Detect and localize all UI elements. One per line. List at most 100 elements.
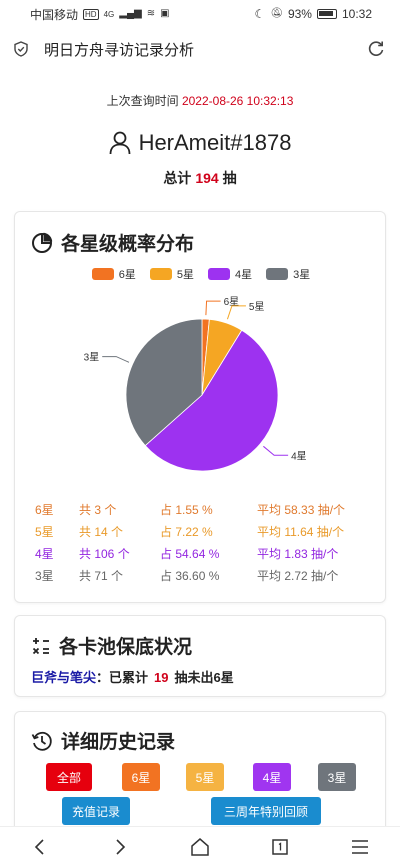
chart-legend: 6星 5星 4星 3星 bbox=[15, 266, 387, 282]
pie-chart-icon bbox=[32, 232, 53, 253]
pie-leader-6star bbox=[205, 300, 221, 316]
app-notification-icon: ▣ bbox=[160, 8, 170, 19]
filter-6star-button[interactable]: 6星 bbox=[122, 763, 160, 791]
history-title-text: 详细历史记录 bbox=[61, 732, 176, 753]
menu-button[interactable] bbox=[340, 827, 380, 866]
stat-count: 共 3 个 bbox=[79, 503, 117, 517]
shield-check-icon bbox=[14, 41, 28, 57]
legend-item-6star[interactable]: 6星 bbox=[91, 266, 136, 282]
legend-swatch bbox=[149, 268, 172, 280]
refresh-icon[interactable] bbox=[366, 39, 386, 59]
stat-row-6star: 6星 共 3 个 占 1.55 % 平均 58.33 抽/个 bbox=[15, 501, 387, 521]
history-icon bbox=[31, 731, 52, 751]
stat-average: 平均 1.83 抽/个 bbox=[257, 547, 339, 561]
anniversary-review-button[interactable]: 三周年特别回顾 bbox=[211, 797, 321, 825]
wifi-icon: ≋ bbox=[146, 8, 156, 19]
pie-leader-4star bbox=[263, 445, 289, 456]
carrier-name: 中国移动 bbox=[30, 7, 79, 22]
hd-badge: HD bbox=[83, 8, 99, 20]
pool-pity-count: 19 bbox=[154, 670, 169, 685]
filter-all-button[interactable]: 全部 bbox=[46, 763, 92, 791]
stat-percent: 占 54.64 % bbox=[160, 547, 220, 561]
stat-row-4star: 4星 共 106 个 占 54.64 % 平均 1.83 抽/个 bbox=[15, 545, 387, 565]
chevron-right-icon bbox=[116, 838, 126, 855]
pool-status-title-text: 各卡池保底状况 bbox=[59, 637, 193, 658]
app-header: 明日方舟寻访记录分析 bbox=[0, 30, 400, 68]
total-suffix: 抽 bbox=[222, 170, 237, 186]
legend-label: 6星 bbox=[118, 269, 136, 281]
legend-swatch bbox=[208, 268, 230, 280]
network-indicator: 4G bbox=[103, 9, 115, 19]
pie-label-6star: 6星 bbox=[224, 296, 240, 308]
pie-leader-3star bbox=[102, 356, 130, 363]
pie-label-4star: 4星 bbox=[291, 450, 307, 462]
bottom-navigation bbox=[0, 826, 400, 866]
pool-name: 巨斧与笔尖 bbox=[31, 670, 97, 685]
stat-average: 平均 2.72 抽/个 bbox=[257, 569, 339, 583]
forward-button[interactable] bbox=[100, 827, 140, 866]
stat-count: 共 106 个 bbox=[79, 547, 130, 561]
filter-4star-button[interactable]: 4星 bbox=[253, 763, 291, 791]
legend-swatch bbox=[266, 268, 289, 280]
clock: 10:32 bbox=[341, 7, 372, 21]
total-count: 194 bbox=[195, 170, 219, 186]
total-pulls: 总计 194 抽 bbox=[0, 168, 400, 188]
legend-item-4star[interactable]: 4星 bbox=[208, 266, 252, 282]
user-line: HerAmeit#1878 bbox=[0, 130, 400, 156]
status-bar: 中国移动 HD 4G ▂▄▆ ≋ ▣ ☾ 🔕︎ 93% 10:32 bbox=[0, 0, 400, 28]
distribution-title-text: 各星级概率分布 bbox=[61, 234, 195, 255]
recharge-record-button[interactable]: 充值记录 bbox=[62, 797, 130, 825]
pie-slice-3star[interactable] bbox=[125, 318, 203, 447]
chevron-left-icon bbox=[34, 838, 44, 855]
pie-slice-4star[interactable] bbox=[144, 329, 279, 472]
stat-row-5star: 5星 共 14 个 占 7.22 % 平均 11.64 抽/个 bbox=[15, 523, 387, 543]
menu-icon bbox=[352, 839, 368, 854]
filter-3star-button[interactable]: 3星 bbox=[318, 763, 356, 791]
distribution-card: 各星级概率分布 6星 5星 4星 3星 6星 5星 4星 3星 6星 共 3 个 占 … bbox=[14, 211, 386, 603]
stat-percent: 占 36.60 % bbox=[160, 569, 220, 583]
username: HerAmeit#1878 bbox=[138, 130, 292, 155]
stat-percent: 占 7.22 % bbox=[160, 525, 213, 539]
filter-5star-button[interactable]: 5星 bbox=[186, 763, 224, 791]
last-query-label: 上次查询时间 bbox=[106, 94, 179, 108]
stat-average: 平均 58.33 抽/个 bbox=[257, 503, 346, 517]
legend-label: 3星 bbox=[293, 269, 311, 281]
legend-label: 5星 bbox=[176, 269, 194, 281]
signal-icon: ▂▄▆ bbox=[119, 8, 142, 19]
stat-row-3star: 3星 共 71 个 占 36.60 % 平均 2.72 抽/个 bbox=[15, 567, 387, 587]
rarity-pie-chart: 6星 5星 4星 3星 bbox=[84, 296, 307, 472]
mute-icon: 🔕︎ bbox=[270, 8, 283, 19]
legend-label: 4星 bbox=[235, 269, 253, 281]
stat-count: 共 71 个 bbox=[79, 569, 124, 583]
pie-label-3star: 3星 bbox=[84, 352, 100, 364]
user-icon bbox=[109, 131, 130, 155]
battery-icon bbox=[316, 9, 337, 19]
pool-status-title: 各卡池保底状况 bbox=[31, 632, 192, 659]
stat-label: 3星 bbox=[35, 569, 54, 583]
total-prefix: 总计 bbox=[163, 170, 192, 186]
back-button[interactable] bbox=[20, 827, 60, 866]
pool-text-after: 抽未出6星 bbox=[174, 670, 234, 685]
stat-count: 共 14 个 bbox=[79, 525, 124, 539]
pie-label-5star: 5星 bbox=[249, 301, 265, 313]
stat-average: 平均 11.64 抽/个 bbox=[257, 525, 345, 539]
legend-item-5star[interactable]: 5星 bbox=[149, 266, 194, 282]
pool-colon: ： bbox=[96, 670, 110, 685]
stat-percent: 占 1.55 % bbox=[160, 503, 213, 517]
last-query-time: 2022-08-26 10:32:13 bbox=[181, 94, 294, 108]
pool-row: 巨斧与笔尖：已累计 19 抽未出6星 bbox=[31, 667, 234, 686]
pool-text-before: 已累计 bbox=[109, 670, 149, 685]
distribution-title: 各星级概率分布 bbox=[31, 229, 194, 256]
page-title: 明日方舟寻访记录分析 bbox=[44, 41, 195, 59]
legend-item-3star[interactable]: 3星 bbox=[266, 266, 310, 282]
pie-leader-5star bbox=[226, 305, 246, 320]
battery-percent: 93% bbox=[287, 7, 312, 21]
moon-icon: ☾ bbox=[254, 7, 266, 21]
tabs-icon bbox=[272, 838, 288, 855]
calculator-icon bbox=[32, 637, 49, 654]
legend-swatch bbox=[91, 268, 114, 280]
home-button[interactable] bbox=[180, 827, 220, 866]
stat-label: 6星 bbox=[35, 503, 54, 517]
tabs-button[interactable] bbox=[260, 827, 300, 866]
history-title: 详细历史记录 bbox=[31, 727, 175, 754]
